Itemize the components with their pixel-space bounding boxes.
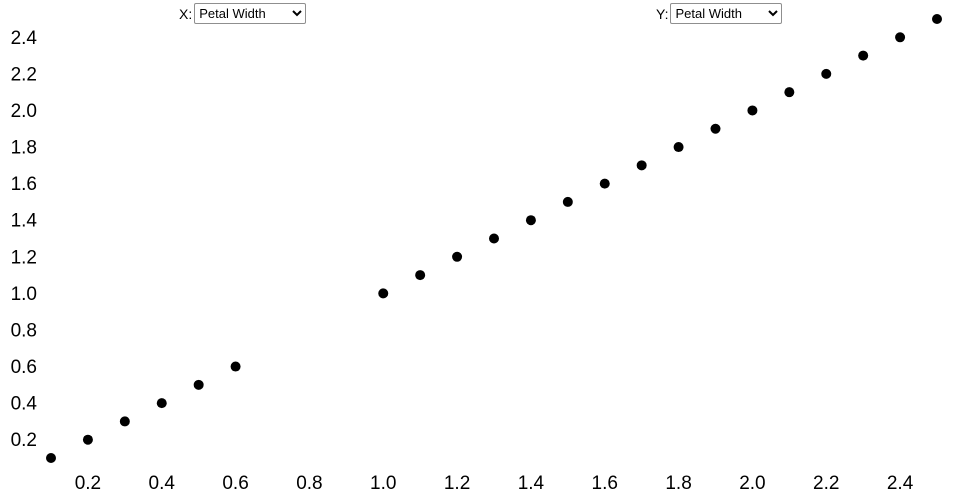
x-axis-control: X: Petal Width bbox=[179, 3, 307, 24]
data-point bbox=[932, 14, 942, 24]
x-tick-label: 1.6 bbox=[592, 473, 618, 494]
data-point bbox=[710, 123, 721, 134]
data-point bbox=[821, 68, 832, 79]
data-point bbox=[784, 87, 795, 98]
data-point bbox=[193, 379, 204, 390]
data-point bbox=[230, 361, 241, 372]
x-tick-label: 0.8 bbox=[296, 473, 322, 494]
y-axis-label: Y: bbox=[656, 5, 669, 22]
data-point bbox=[599, 178, 610, 189]
y-tick-label: 1.6 bbox=[11, 174, 37, 195]
y-tick-label: 0.4 bbox=[11, 394, 38, 415]
data-point bbox=[489, 233, 499, 244]
y-tick-label: 1.0 bbox=[11, 284, 37, 305]
x-tick-label: 2.2 bbox=[813, 473, 839, 494]
data-point bbox=[562, 196, 573, 207]
y-tick-label: 1.8 bbox=[11, 138, 37, 159]
data-point bbox=[858, 50, 869, 61]
y-tick-label: 0.2 bbox=[11, 430, 37, 451]
y-tick-label: 2.2 bbox=[11, 64, 37, 85]
data-point bbox=[46, 453, 56, 463]
x-tick-label: 2.0 bbox=[739, 473, 765, 494]
x-tick-label: 0.2 bbox=[75, 473, 101, 494]
data-point bbox=[673, 142, 684, 153]
axis-controls: X: Petal Width Y: Petal Width bbox=[0, 3, 960, 27]
y-axis-select[interactable]: Petal Width bbox=[670, 3, 783, 24]
data-point bbox=[452, 251, 463, 262]
x-tick-label: 1.2 bbox=[444, 473, 470, 494]
x-tick-label: 0.6 bbox=[222, 473, 248, 494]
data-point bbox=[636, 160, 647, 171]
x-axis-select[interactable]: Petal Width bbox=[194, 3, 307, 24]
data-point bbox=[415, 270, 426, 281]
data-point bbox=[525, 215, 536, 226]
data-point bbox=[747, 105, 758, 116]
y-tick-label: 0.8 bbox=[11, 320, 37, 341]
y-axis-control: Y: Petal Width bbox=[656, 3, 783, 24]
y-tick-label: 2.0 bbox=[11, 101, 37, 122]
y-tick-label: 0.6 bbox=[11, 357, 37, 378]
data-point bbox=[895, 32, 906, 43]
data-point bbox=[156, 398, 167, 409]
x-tick-label: 1.8 bbox=[665, 473, 691, 494]
y-tick-label: 2.4 bbox=[11, 28, 38, 49]
y-tick-label: 1.4 bbox=[11, 211, 38, 232]
data-point bbox=[119, 416, 130, 427]
data-point bbox=[82, 434, 93, 445]
x-axis-label: X: bbox=[179, 5, 193, 22]
y-tick-label: 1.2 bbox=[11, 247, 37, 268]
x-tick-label: 1.4 bbox=[518, 473, 545, 494]
x-tick-label: 2.4 bbox=[887, 473, 914, 494]
x-tick-label: 0.4 bbox=[149, 473, 176, 494]
x-tick-label: 1.0 bbox=[370, 473, 396, 494]
data-point bbox=[378, 288, 389, 299]
